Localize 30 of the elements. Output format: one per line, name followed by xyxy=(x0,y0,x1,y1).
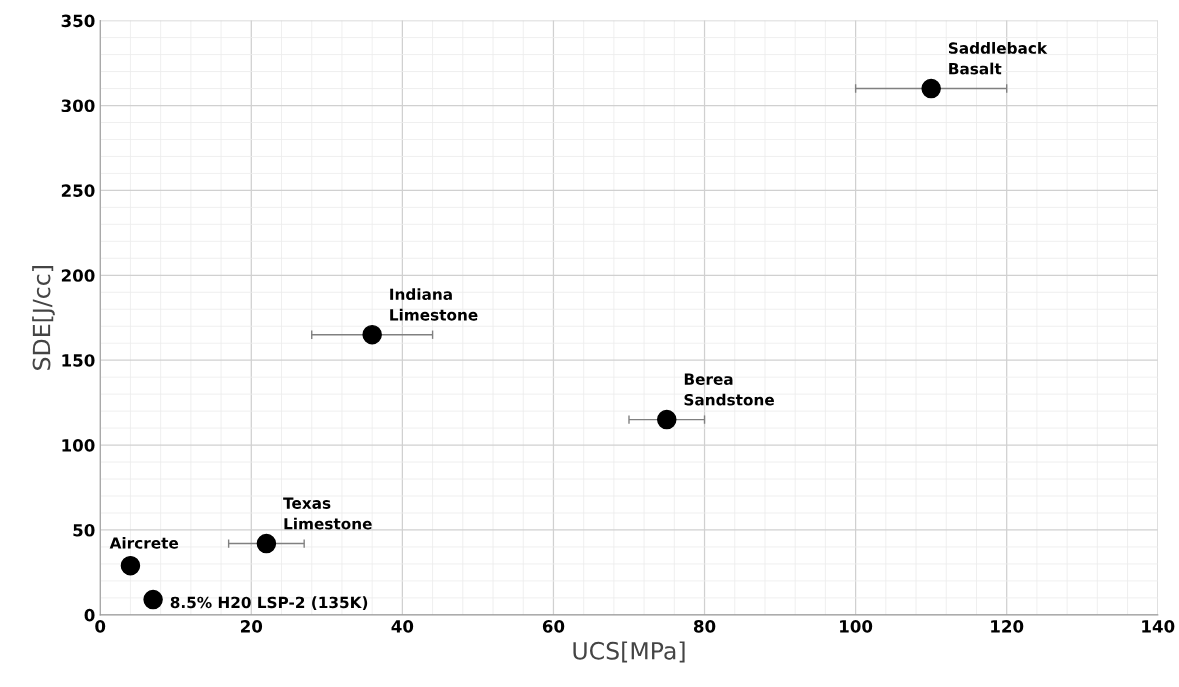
point xyxy=(120,555,141,576)
x-tick-label: 0 xyxy=(95,620,106,633)
y-tick-label: 200 xyxy=(61,269,95,282)
x-tick-label: 20 xyxy=(241,620,263,633)
x-tick-label: 40 xyxy=(391,620,414,633)
y-tick-label: 50 xyxy=(73,523,95,537)
y-tick-label: 100 xyxy=(62,439,95,452)
x-tick-label: 140 xyxy=(1142,620,1175,633)
y-axis-title: SDE[J/cc] xyxy=(32,266,55,370)
point xyxy=(362,324,382,345)
x-tick-label: 80 xyxy=(693,620,716,633)
point xyxy=(143,589,163,610)
y-tick-label: 300 xyxy=(61,99,95,113)
annotation: Indiana Limestone xyxy=(390,288,478,321)
point xyxy=(921,78,941,99)
point xyxy=(256,533,277,554)
y-tick-label: 150 xyxy=(62,354,95,367)
point xyxy=(657,409,677,430)
annotation: 8.5% H20 LSP-2 (135K) xyxy=(170,596,368,610)
x-tick-label: 100 xyxy=(840,620,873,633)
y-tick-label: 0 xyxy=(84,608,95,622)
y-tick-label: 250 xyxy=(61,184,95,197)
x-tick-label: 120 xyxy=(991,620,1024,633)
x-tick-label: 60 xyxy=(542,620,565,633)
annotation: Texas Limestone xyxy=(283,497,372,530)
annotation: Saddleback Basalt xyxy=(948,42,1048,75)
annotation: Berea Sandstone xyxy=(684,373,774,406)
x-axis-title: UCS[MPa] xyxy=(573,641,685,663)
y-tick-label: 350 xyxy=(61,14,95,28)
annotation: Aircrete xyxy=(109,536,179,549)
